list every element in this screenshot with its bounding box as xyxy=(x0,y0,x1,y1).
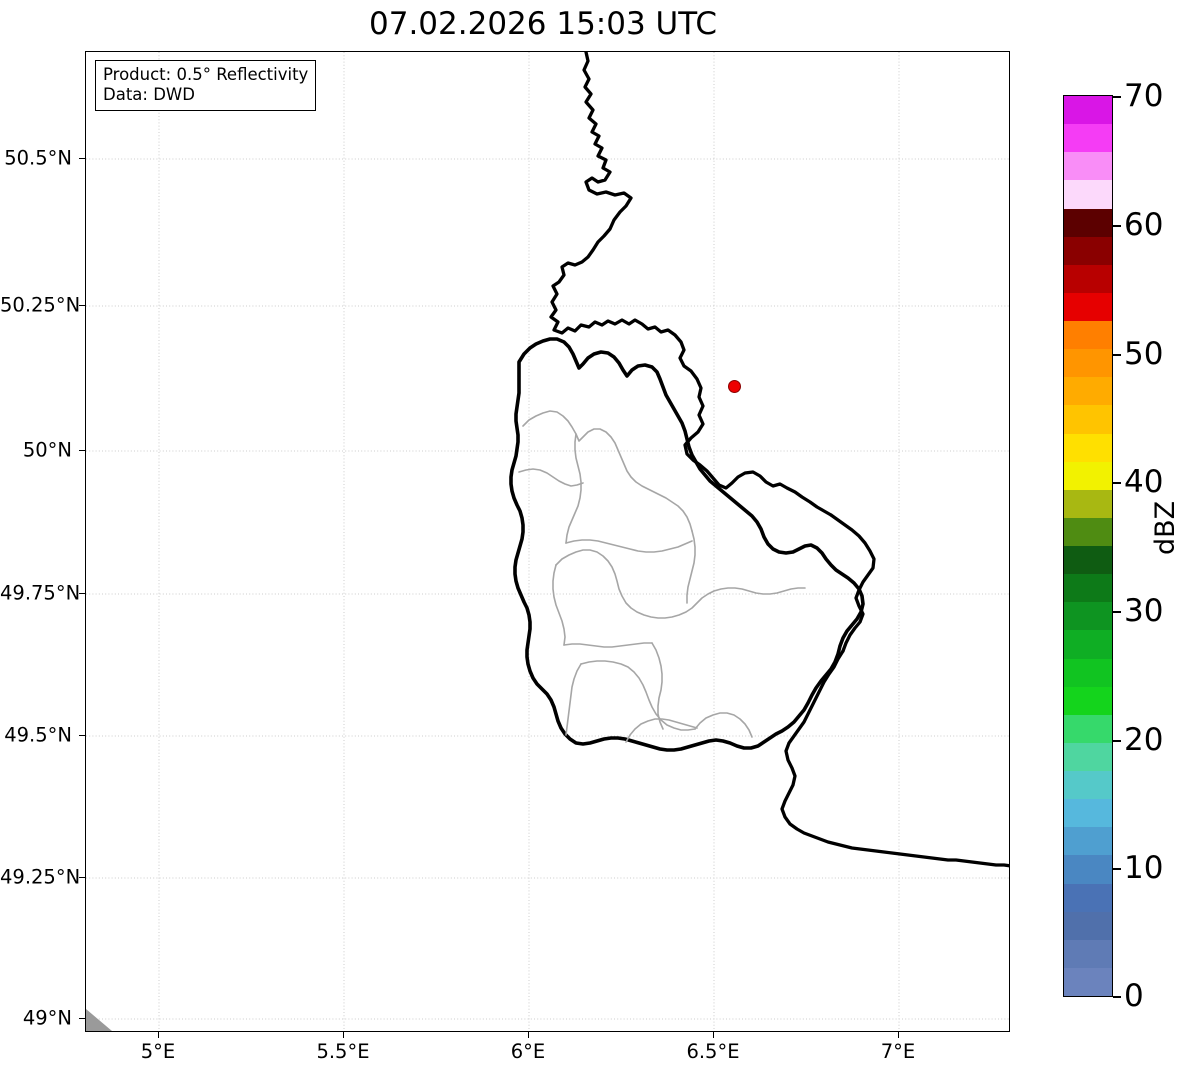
border-corner-artifact xyxy=(86,1009,112,1031)
colorbar-label-40: 40 xyxy=(1124,464,1164,500)
colorbar-band xyxy=(1064,686,1112,716)
data-source-line: Data: DWD xyxy=(103,85,195,104)
luxembourg-national-outline xyxy=(509,337,865,752)
colorbar-label-20: 20 xyxy=(1124,722,1164,758)
colorbar-label-50: 50 xyxy=(1124,336,1164,372)
ytick-label-50.25: 50.25°N xyxy=(0,293,81,317)
colorbar-band xyxy=(1064,433,1112,463)
colorbar-label-70: 70 xyxy=(1124,78,1164,114)
ytick-mark-49.75 xyxy=(79,593,85,594)
ytick-label-50: 50°N xyxy=(22,438,72,462)
colorbar-tick-30 xyxy=(1113,611,1121,613)
colorbar-tick-10 xyxy=(1113,868,1121,870)
ytick-mark-50.25 xyxy=(79,305,85,306)
colorbar-band xyxy=(1064,714,1112,744)
colorbar[interactable] xyxy=(1063,95,1113,997)
colorbar-band xyxy=(1064,236,1112,266)
colorbar-tick-20 xyxy=(1113,740,1121,742)
colorbar-band xyxy=(1064,883,1112,913)
ytick-label-49.75: 49.75°N xyxy=(0,581,81,605)
colorbar-band xyxy=(1064,96,1112,126)
grid-lines-longitude xyxy=(158,52,900,1031)
colorbar-label-0: 0 xyxy=(1124,978,1144,1014)
colorbar-band xyxy=(1064,630,1112,660)
colorbar-band xyxy=(1064,321,1112,351)
colorbar-label-30: 30 xyxy=(1124,593,1164,629)
radar-site-marker[interactable] xyxy=(727,379,741,393)
xtick-label-6: 6°E xyxy=(510,1040,546,1063)
xtick-label-5: 5°E xyxy=(140,1040,176,1063)
colorbar-band xyxy=(1064,911,1112,941)
national-border-lines xyxy=(549,52,1009,868)
colorbar-band xyxy=(1064,292,1112,323)
colorbar-band xyxy=(1064,742,1112,773)
colorbar-band xyxy=(1064,405,1112,435)
colorbar-label-10: 10 xyxy=(1124,850,1164,886)
ytick-mark-50.5 xyxy=(79,158,85,159)
xtick-label-5.5: 5.5°E xyxy=(316,1040,370,1063)
colorbar-label-60: 60 xyxy=(1124,207,1164,243)
map-plot-area[interactable]: Product: 0.5° Reflectivity Data: DWD xyxy=(85,51,1010,1032)
colorbar-band xyxy=(1064,771,1112,801)
colorbar-band xyxy=(1064,377,1112,407)
colorbar-band xyxy=(1064,489,1112,519)
colorbar-band xyxy=(1064,574,1112,604)
colorbar-band xyxy=(1064,939,1112,969)
page-title: 07.02.2026 15:03 UTC xyxy=(369,6,717,42)
colorbar-band xyxy=(1064,602,1112,632)
colorbar-band xyxy=(1064,180,1112,210)
colorbar-band xyxy=(1064,855,1112,885)
xtick-mark-7 xyxy=(898,1032,899,1038)
colorbar-tick-70 xyxy=(1113,96,1121,98)
colorbar-tick-50 xyxy=(1113,354,1121,356)
colorbar-band xyxy=(1064,967,1112,996)
luxembourg-canton-boundaries xyxy=(518,410,806,743)
ytick-label-49.5: 49.5°N xyxy=(4,723,72,747)
colorbar-band xyxy=(1064,799,1112,829)
colorbar-axis-label: dBZ xyxy=(1150,500,1181,555)
colorbar-band xyxy=(1064,461,1112,491)
colorbar-tick-0 xyxy=(1113,996,1121,998)
xtick-mark-6 xyxy=(528,1032,529,1038)
colorbar-band xyxy=(1064,827,1112,857)
colorbar-band xyxy=(1064,517,1112,548)
colorbar-band xyxy=(1064,124,1112,154)
colorbar-band xyxy=(1064,349,1112,379)
xtick-mark-5.5 xyxy=(343,1032,344,1038)
product-info-box: Product: 0.5° Reflectivity Data: DWD xyxy=(95,60,317,111)
ytick-label-49.25: 49.25°N xyxy=(0,865,81,889)
ytick-label-49: 49°N xyxy=(22,1006,72,1030)
product-info-line: Product: 0.5° Reflectivity xyxy=(103,65,309,84)
xtick-label-6.5: 6.5°E xyxy=(686,1040,740,1063)
xtick-mark-6.5 xyxy=(713,1032,714,1038)
ytick-mark-49.25 xyxy=(79,877,85,878)
xtick-label-7: 7°E xyxy=(880,1040,916,1063)
colorbar-band xyxy=(1064,546,1112,576)
grid-lines-latitude xyxy=(86,158,1009,1020)
ytick-mark-50 xyxy=(79,450,85,451)
colorbar-band xyxy=(1064,208,1112,238)
colorbar-band xyxy=(1064,658,1112,688)
colorbar-band xyxy=(1064,264,1112,294)
colorbar-tick-40 xyxy=(1113,482,1121,484)
xtick-mark-5 xyxy=(158,1032,159,1038)
map-canvas xyxy=(86,52,1009,1031)
ytick-mark-49 xyxy=(79,1018,85,1019)
ytick-label-50.5: 50.5°N xyxy=(4,146,72,170)
colorbar-band xyxy=(1064,152,1112,182)
ytick-mark-49.5 xyxy=(79,735,85,736)
colorbar-tick-60 xyxy=(1113,225,1121,227)
